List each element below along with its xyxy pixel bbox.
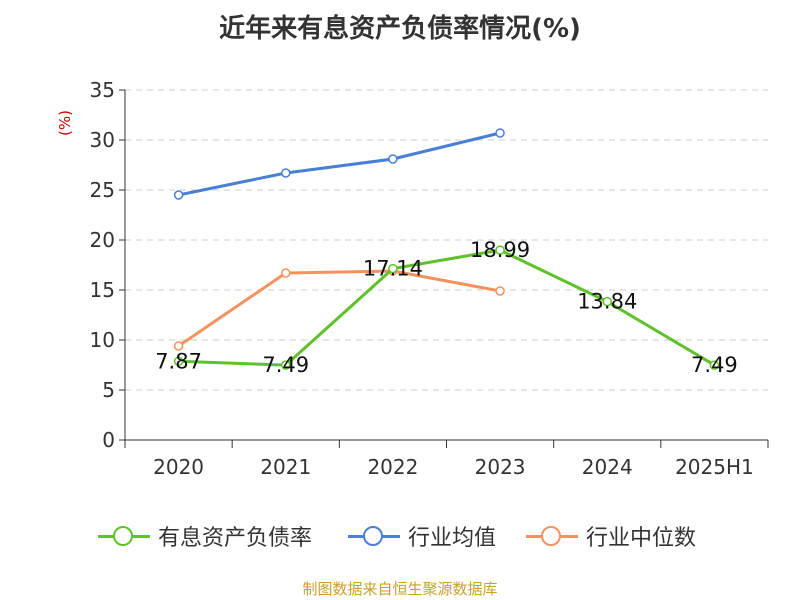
x-tick-label: 2023	[475, 455, 526, 479]
x-tick-label: 2025H1	[675, 455, 754, 479]
series-line-0	[178, 248, 716, 367]
data-label: 18.99	[470, 238, 530, 262]
legend-item-0[interactable]: 有息资产负债率	[98, 520, 312, 552]
y-tick-label: 30	[90, 128, 115, 152]
x-tick-label: 2024	[582, 455, 633, 479]
data-point	[602, 296, 612, 307]
data-point	[495, 245, 505, 255]
series-line-1	[178, 131, 501, 197]
data-point	[495, 128, 505, 138]
data-point	[388, 263, 398, 274]
data-point	[709, 360, 720, 370]
source-note: 制图数据来自恒生聚源数据库	[302, 580, 498, 598]
data-point	[173, 341, 184, 351]
legend-label: 行业中位数	[586, 526, 697, 551]
legend: 有息资产负债率 行业均值 行业中位数	[0, 520, 800, 554]
data-label: 7.87	[155, 349, 202, 373]
series-line-2	[177, 269, 501, 348]
data-labels: 7.87 7.49 17.14 18.99 13.84 7.49	[155, 238, 738, 377]
data-point	[281, 168, 291, 178]
data-point	[388, 154, 398, 164]
y-tick-label: 20	[90, 228, 115, 252]
data-label: 13.84	[577, 290, 637, 314]
legend-line-icon	[526, 526, 578, 546]
legend-item-2[interactable]: 行业中位数	[526, 520, 696, 552]
line-chart: 0 5 10 15 20 25 30 35 2020 2021 2022 2023 2024 2025H1…	[90, 78, 769, 479]
y-tick-label: 5	[102, 378, 115, 402]
y-tick-label: 25	[90, 178, 115, 202]
data-label: 7.49	[262, 353, 309, 377]
legend-line-icon	[348, 526, 400, 546]
data-point	[281, 360, 291, 370]
data-label: 7.49	[691, 353, 738, 377]
legend-label: 行业均值	[408, 526, 497, 551]
data-point	[173, 356, 184, 367]
series-lines	[173, 128, 720, 370]
legend-line-icon	[98, 526, 150, 546]
x-tick-label: 2022	[367, 455, 418, 479]
axes: 0 5 10 15 20 25 30 35 2020 2021 2022 2023 2024 2025H1	[90, 78, 769, 479]
x-tick-label: 2021	[260, 455, 311, 479]
legend-label: 有息资产负债率	[158, 526, 313, 551]
grid-lines	[125, 89, 768, 391]
data-point	[281, 268, 291, 278]
data-point	[495, 286, 505, 296]
x-tick-label: 2020	[153, 455, 204, 479]
legend-item-1[interactable]: 行业均值	[348, 520, 496, 552]
y-tick-label: 0	[102, 428, 115, 452]
chart-title: 近年来有息资产负债率情况(%)	[219, 14, 581, 44]
y-tick-label: 10	[90, 328, 115, 352]
data-point	[173, 190, 184, 200]
y-tick-label: 15	[90, 278, 115, 302]
data-label: 17.14	[363, 257, 423, 281]
y-tick-label: 35	[90, 78, 115, 102]
